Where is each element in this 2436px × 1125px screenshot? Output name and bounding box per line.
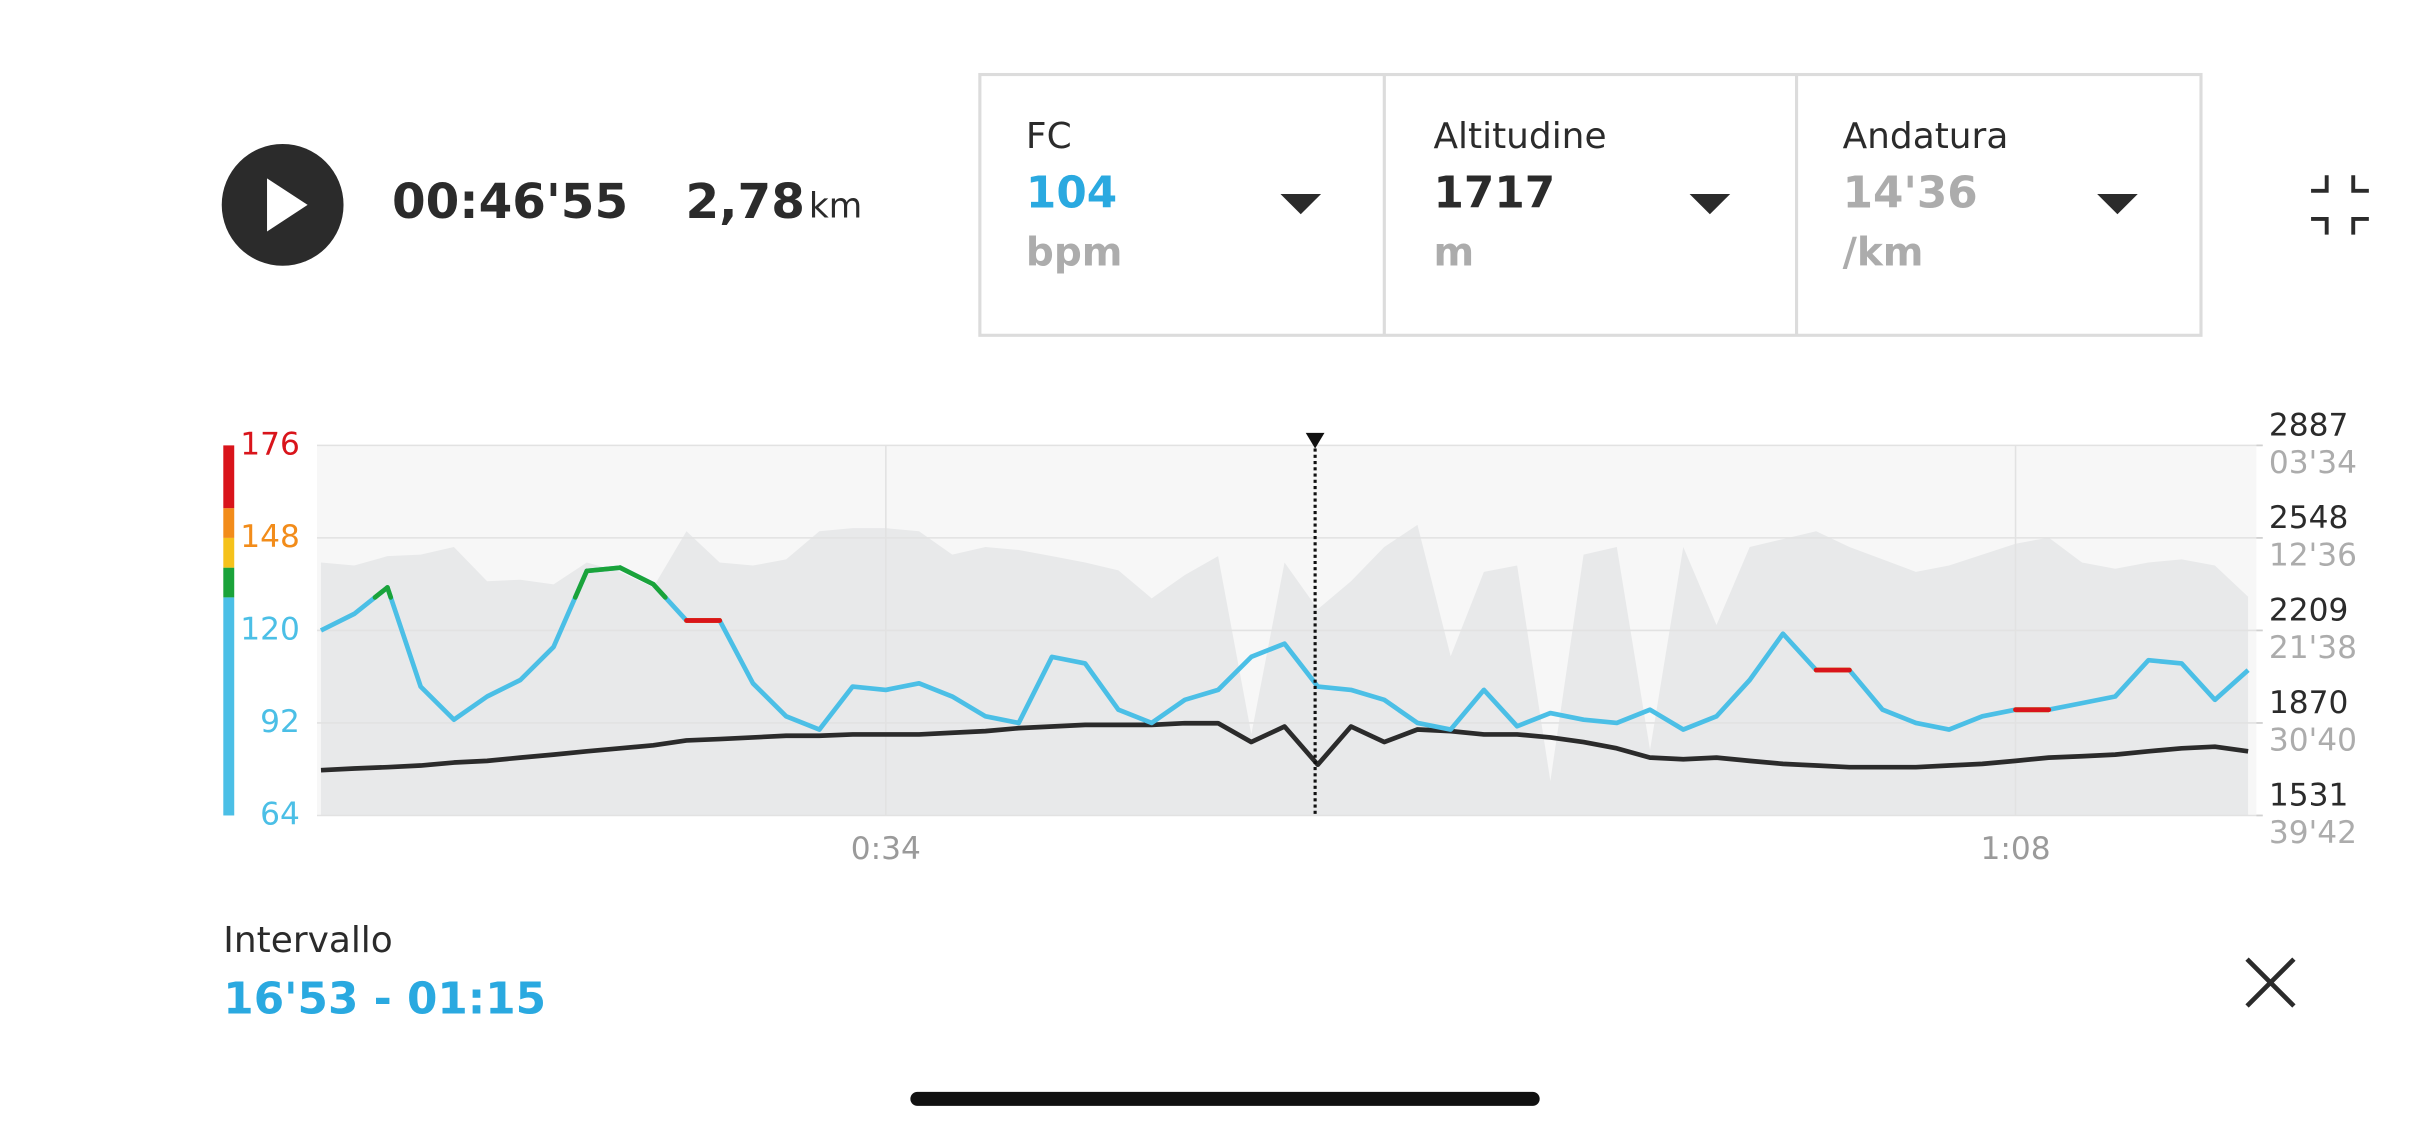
zone-segment bbox=[617, 565, 656, 587]
zone-segment bbox=[584, 565, 623, 574]
distance-unit: km bbox=[809, 187, 862, 227]
metric-label: FC bbox=[1026, 116, 1072, 157]
metric-panel bbox=[978, 72, 2203, 337]
zone-segment bbox=[650, 581, 668, 600]
y3-tick-label: 21'38 bbox=[2269, 630, 2357, 666]
zone-segment bbox=[572, 568, 590, 600]
series-line bbox=[320, 720, 2249, 773]
hr-zone-bar bbox=[223, 597, 235, 816]
zone-segment bbox=[372, 585, 390, 600]
pace-area bbox=[320, 524, 2249, 816]
y-tick-label: 120 bbox=[240, 611, 300, 647]
hr-zone-bar bbox=[223, 508, 235, 538]
y2-tick-label: 1870 bbox=[2269, 685, 2348, 721]
metric-label: Andatura bbox=[1843, 116, 2009, 157]
y2-tick-label: 2209 bbox=[2269, 593, 2348, 629]
x-tick-label: 0:34 bbox=[851, 831, 921, 867]
metric-card[interactable]: Altitudine 1717 m bbox=[1433, 116, 1731, 276]
metric-label: Altitudine bbox=[1433, 116, 1606, 157]
dropdown-arrow[interactable] bbox=[1689, 193, 1731, 215]
elapsed-time: 00:46'55 bbox=[392, 174, 628, 230]
collapse-button[interactable] bbox=[2311, 175, 2369, 235]
y-tick-label: 176 bbox=[240, 426, 300, 462]
dropdown-arrow[interactable] bbox=[1280, 193, 1322, 215]
y-tick-label: 92 bbox=[260, 704, 300, 740]
home-indicator bbox=[910, 1091, 1540, 1106]
metric-value: 1717 bbox=[1433, 168, 1555, 219]
metric-unit: /km bbox=[1843, 230, 1924, 275]
metric-value: 14'36 bbox=[1843, 168, 1978, 219]
y3-tick-label: 39'42 bbox=[2269, 815, 2357, 851]
interval-value: 16'53 - 01:15 bbox=[223, 973, 546, 1024]
play-button[interactable] bbox=[221, 144, 344, 266]
y-tick-label: 64 bbox=[260, 796, 300, 832]
hr-zone-bar bbox=[223, 445, 235, 509]
y-tick-label: 148 bbox=[240, 519, 300, 555]
y2-tick-label: 2887 bbox=[2269, 408, 2348, 444]
x-tick-label: 1:08 bbox=[1980, 831, 2050, 867]
metric-value: 104 bbox=[1026, 168, 1117, 219]
y3-tick-label: 30'40 bbox=[2269, 723, 2357, 759]
distance: 2,78 bbox=[686, 174, 805, 230]
zone-segment bbox=[385, 585, 394, 600]
y3-tick-label: 12'36 bbox=[2269, 538, 2357, 574]
play-icon[interactable] bbox=[267, 178, 308, 232]
collapse-icon[interactable] bbox=[2311, 175, 2369, 235]
y2-tick-label: 1531 bbox=[2269, 778, 2348, 814]
interval-label: Intervallo bbox=[223, 920, 392, 961]
metric-unit: m bbox=[1433, 230, 1474, 275]
hr-zone-bar bbox=[223, 537, 235, 568]
chart: 64 92 120 148 176 0:34 1:08 1531 1870 2209 2548 288… bbox=[223, 408, 2357, 867]
hr-zone-bar bbox=[223, 567, 235, 598]
dropdown-arrow[interactable] bbox=[2097, 193, 2138, 215]
y3-tick-label: 03'34 bbox=[2269, 445, 2357, 481]
cursor-handle[interactable] bbox=[1305, 432, 1325, 449]
metric-card[interactable]: FC 104 bpm bbox=[1026, 116, 1322, 276]
close-button[interactable] bbox=[2245, 957, 2296, 1008]
metric-unit: bpm bbox=[1026, 230, 1123, 275]
y2-tick-label: 2548 bbox=[2269, 500, 2348, 536]
metric-card[interactable]: Andatura 14'36/km bbox=[1843, 116, 2138, 276]
